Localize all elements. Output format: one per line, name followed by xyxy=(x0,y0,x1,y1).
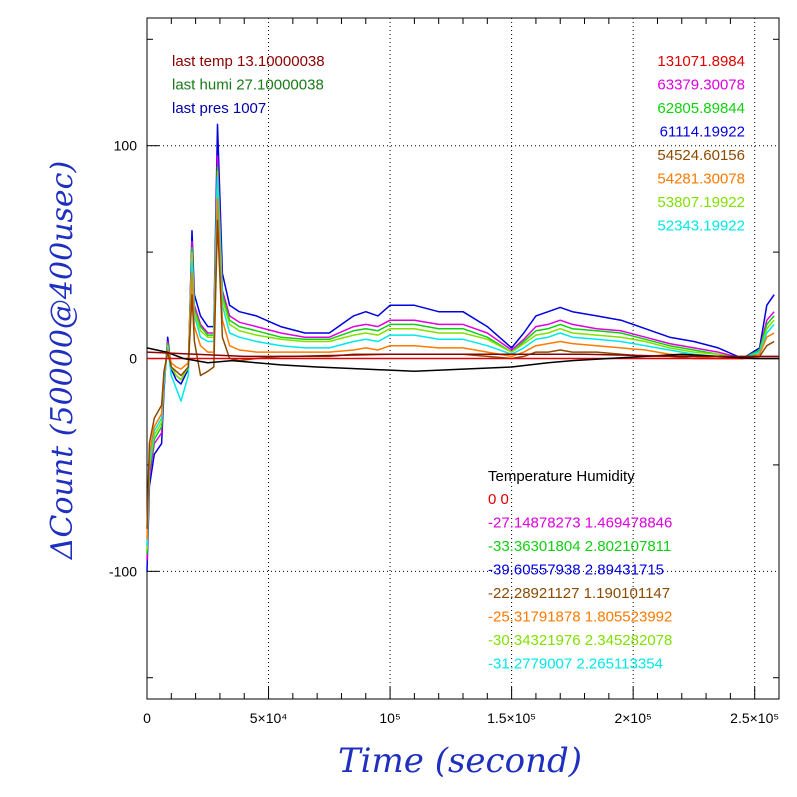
series-line xyxy=(146,176,775,546)
last-reading-label: last humi 27.10000038 xyxy=(172,77,324,94)
coefficient-row: -33.36301804 2.802107811 xyxy=(488,538,671,555)
annotations: last temp 13.10000038 last humi 27.100000… xyxy=(172,53,745,673)
coefficient-row: -39.60557938 2.89431715 xyxy=(488,562,664,579)
x-tick-label: 10⁵ xyxy=(379,710,400,726)
mean-count-label: 63379.30078 xyxy=(657,77,745,94)
y-tick-label: 0 xyxy=(129,351,137,367)
coefficient-header: Temperature Humidity xyxy=(488,468,635,485)
series-line xyxy=(146,123,775,572)
coefficient-row: -25.31791878 1.805523992 xyxy=(488,609,672,626)
x-tick-label: 2.5×10⁵ xyxy=(730,710,779,726)
series-line xyxy=(146,347,779,373)
last-reading-label: last temp 13.10000038 xyxy=(172,53,325,70)
x-tick-label: 5×10⁴ xyxy=(250,710,288,726)
mean-count-label: 61114.19922 xyxy=(660,124,745,141)
y-axis-title: ΔCount (50000@400usec) xyxy=(45,161,80,560)
y-tick-label: -100 xyxy=(109,563,137,579)
mean-count-label: 62805.89844 xyxy=(657,100,745,117)
mean-count-label: 131071.8984 xyxy=(657,53,745,70)
series-line xyxy=(146,170,775,551)
coefficient-row: -31.2779007 2.265113354 xyxy=(488,656,663,673)
coefficient-row: -22.28921127 1.190101147 xyxy=(488,585,670,602)
x-tick-label: 2×10⁵ xyxy=(614,710,651,726)
axis-ticks: 0 5×10⁴ 10⁵ 1.5×10⁵ 2×10⁵ 2.5×10⁵ 100 0 -100 xyxy=(109,18,779,726)
mean-count-label: 52343.19922 xyxy=(657,218,745,235)
series-line xyxy=(146,351,779,358)
x-tick-label: 1.5×10⁵ xyxy=(487,710,536,726)
series-group xyxy=(146,123,779,572)
y-tick-label: 100 xyxy=(114,138,138,154)
x-axis-title: Time (second) xyxy=(338,741,582,781)
mean-count-label: 54524.60156 xyxy=(657,147,745,164)
coefficient-row: 0 0 xyxy=(488,491,509,508)
series-line xyxy=(146,198,775,540)
x-tick-label: 0 xyxy=(143,710,151,726)
coefficient-row: -30.34321976 2.345282078 xyxy=(488,632,672,649)
mean-count-label: 54281.30078 xyxy=(657,171,745,188)
last-reading-label: last pres 1007 xyxy=(172,100,266,117)
coefficient-row: -27.14878273 1.469478846 xyxy=(488,515,672,532)
mean-count-label: 53807.19922 xyxy=(657,194,745,211)
